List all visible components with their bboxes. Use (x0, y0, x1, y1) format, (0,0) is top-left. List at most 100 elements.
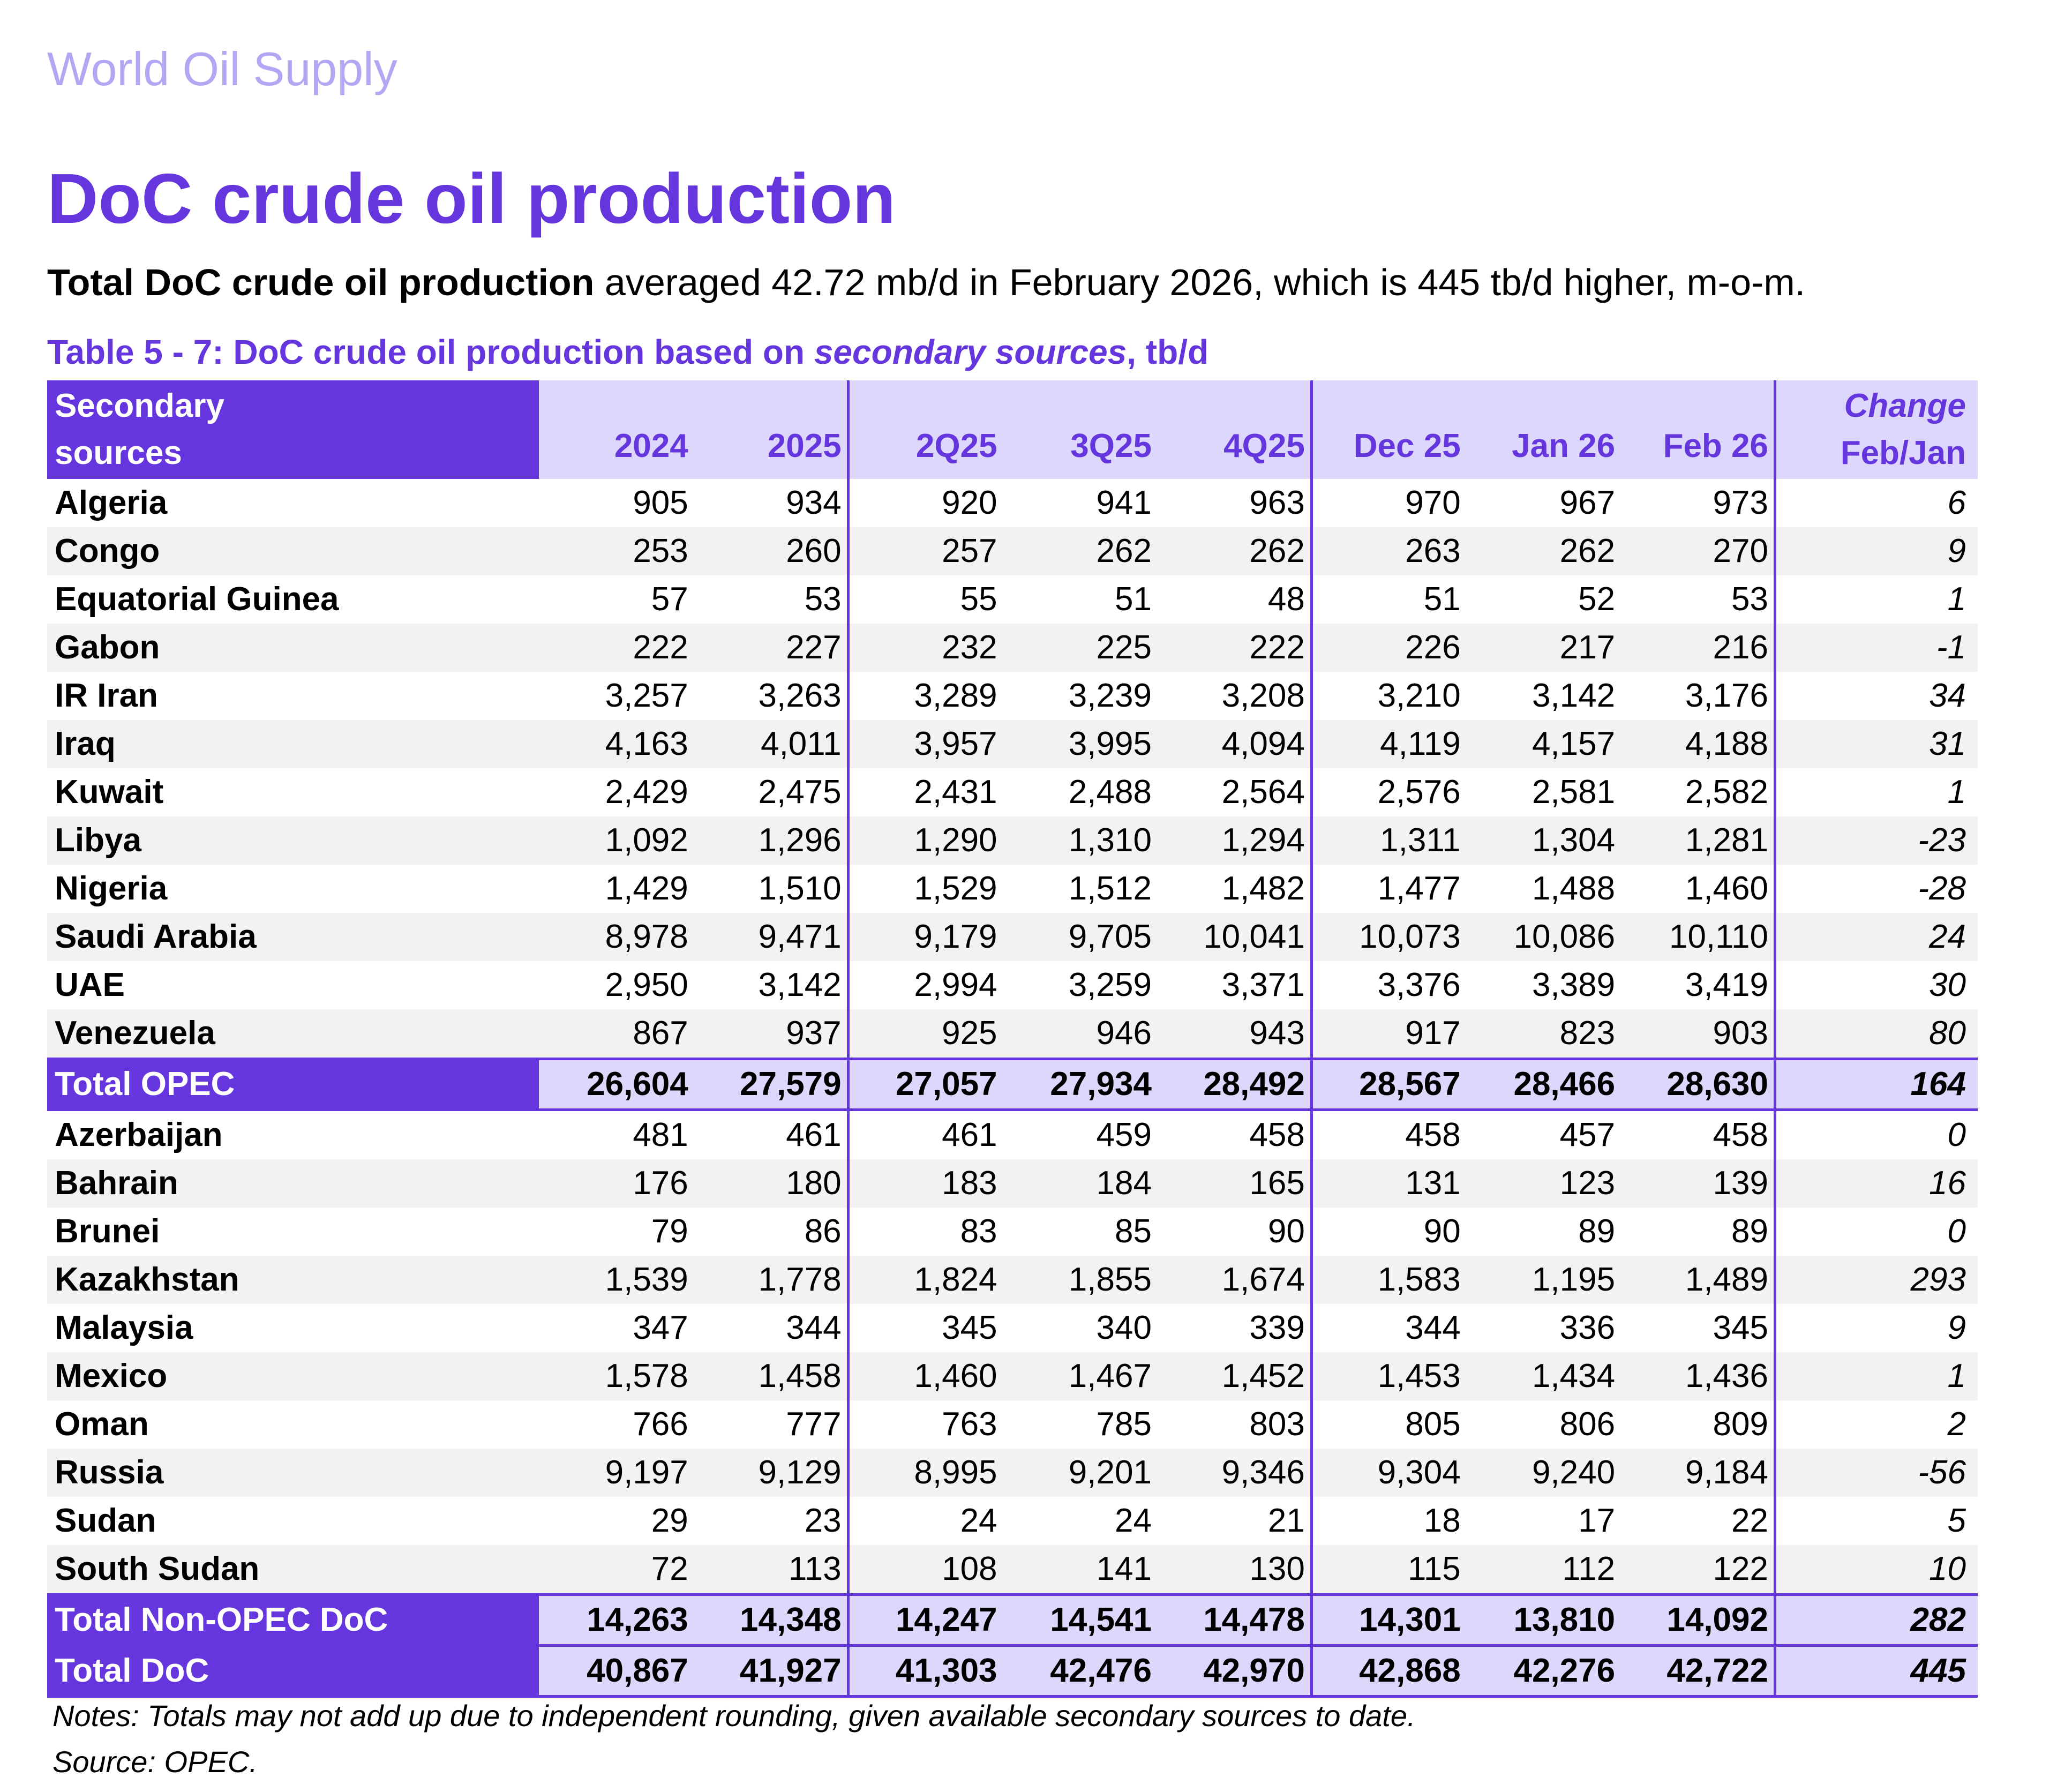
cell-value: 53 (693, 575, 850, 624)
cell-value: 1,578 (539, 1352, 694, 1400)
header-col: 2024 (539, 380, 694, 479)
cell-value: 1,460 (848, 1352, 1003, 1400)
total-row: Total Non-OPEC DoC 14,263 14,348 14,247 14,5… (47, 1593, 1978, 1647)
cell-value: 1,674 (1157, 1256, 1313, 1304)
cell-value: 217 (1466, 624, 1621, 672)
cell-value: 4,163 (539, 720, 694, 768)
cell-value: 24 (960, 1502, 997, 1539)
row-label: Iraq (47, 720, 539, 768)
cell-value: 1,304 (1466, 816, 1621, 865)
cell-value: 1,460 (1620, 865, 1777, 913)
cell-value: 2,581 (1532, 774, 1616, 811)
table-caption: Table 5 - 7: DoC crude oil production ba… (47, 332, 1208, 372)
cell-value: 340 (1096, 1309, 1152, 1346)
row-label: Total Non-OPEC DoC (47, 1593, 539, 1647)
cell-value: 481 (633, 1116, 688, 1153)
cell-value: 3,259 (1068, 966, 1152, 1003)
page-title: DoC crude oil production (47, 159, 896, 238)
cell-value: 27,057 (848, 1058, 1003, 1111)
cell-value: 14,478 (1157, 1593, 1313, 1647)
cell-value: 14,092 (1620, 1593, 1777, 1647)
cell-value: 4,157 (1466, 720, 1621, 768)
cell-change: 293 (1775, 1256, 1978, 1304)
cell-change: -28 (1918, 870, 1966, 907)
cell-value: 1,290 (848, 816, 1003, 865)
cell-value: 1,458 (693, 1352, 850, 1400)
cell-value: 1,429 (605, 870, 688, 907)
cell-value: 1,467 (1002, 1352, 1157, 1400)
cell-value: 336 (1559, 1309, 1616, 1346)
cell-value: 222 (1157, 624, 1313, 672)
cell-value: 41,927 (693, 1644, 850, 1698)
cell-value: 3,142 (1532, 677, 1616, 714)
row-label: Libya (47, 816, 539, 865)
cell-value: 4,119 (1311, 720, 1466, 768)
cell-value: 9,184 (1620, 1449, 1777, 1497)
cell-value: 48 (1157, 575, 1313, 624)
table-row: Gabon 222 227 232 225 222 226 217 216 -1 (47, 624, 1978, 672)
cell-value: 83 (960, 1213, 997, 1250)
cell-value: 3,257 (605, 677, 688, 714)
cell-value: 347 (633, 1309, 688, 1346)
row-label: Brunei (55, 1213, 160, 1250)
cell-value: 24 (1114, 1502, 1152, 1539)
cell-value: 18 (1423, 1502, 1461, 1539)
cell-value: 216 (1620, 624, 1777, 672)
row-label: Malaysia (55, 1309, 193, 1346)
cell-value: 2,582 (1620, 768, 1777, 816)
table-row: Nigeria 1,429 1,510 1,529 1,512 1,482 1,477 1,4… (47, 865, 1978, 913)
cell-value: 9,346 (1157, 1449, 1313, 1497)
cell-value: 1,778 (693, 1256, 850, 1304)
cell-value: 122 (1620, 1545, 1777, 1595)
cell-value: 345 (942, 1309, 997, 1346)
row-label: Venezuela (47, 1009, 539, 1059)
cell-change: 282 (1775, 1593, 1978, 1647)
row-label: IR Iran (55, 677, 158, 714)
cell-value: 55 (960, 581, 997, 618)
header-col: 2025 (693, 380, 850, 479)
cell-value: 3,371 (1157, 961, 1313, 1009)
cell-value: 29 (651, 1502, 688, 1539)
cell-value: 17 (1578, 1502, 1616, 1539)
cell-value: 925 (848, 1009, 1003, 1059)
row-label: Algeria (55, 484, 168, 521)
cell-value: 458 (1405, 1116, 1461, 1153)
header-secondary-sources: Secondary sources (47, 380, 539, 479)
cell-value: 3,176 (1620, 672, 1777, 720)
cell-change: 80 (1775, 1009, 1978, 1059)
cell-change: 164 (1775, 1058, 1978, 1111)
caption-prefix: Table 5 - 7: DoC crude oil production ba… (47, 333, 814, 371)
cell-value: 2,994 (914, 966, 997, 1003)
cell-value: 72 (539, 1545, 694, 1595)
cell-value: 3,957 (848, 720, 1003, 768)
cell-value: 1,477 (1377, 870, 1461, 907)
table-row: Venezuela 867 937 925 946 943 917 823 903 80 (47, 1009, 1978, 1059)
table-row: South Sudan 72 113 108 141 130 115 112 122 10 (47, 1545, 1978, 1595)
cell-value: 9,179 (848, 913, 1003, 961)
cell-value: 262 (1157, 527, 1313, 575)
cell-value: 13,810 (1466, 1593, 1621, 1647)
cell-value: 27,579 (693, 1058, 850, 1111)
cell-value: 3,208 (1157, 672, 1313, 720)
cell-value: 113 (693, 1545, 850, 1595)
table-row: Malaysia 347 344 345 340 339 344 336 345 9 (47, 1304, 1978, 1352)
cell-value: 3,142 (693, 961, 850, 1009)
summary-rest: averaged 42.72 mb/d in February 2026, wh… (594, 261, 1806, 303)
cell-value: 917 (1311, 1009, 1466, 1059)
cell-value: 14,541 (1002, 1593, 1157, 1647)
cell-change: 16 (1775, 1159, 1978, 1208)
table-row: Azerbaijan 481 461 461 459 458 458 457 458 0 (47, 1109, 1978, 1159)
cell-value: 10,041 (1157, 913, 1313, 961)
cell-change: 445 (1775, 1644, 1978, 1698)
cell-value: 967 (1559, 484, 1616, 521)
cell-value: 257 (848, 527, 1003, 575)
header-change-line1: Change (1844, 387, 1966, 424)
table-source: Source: OPEC. (52, 1745, 258, 1779)
cell-value: 112 (1466, 1545, 1621, 1595)
cell-value: 934 (693, 479, 850, 527)
row-label: Gabon (47, 624, 539, 672)
row-label: Sudan (55, 1502, 156, 1539)
cell-value: 1,310 (1002, 816, 1157, 865)
cell-value: 1,436 (1620, 1352, 1777, 1400)
